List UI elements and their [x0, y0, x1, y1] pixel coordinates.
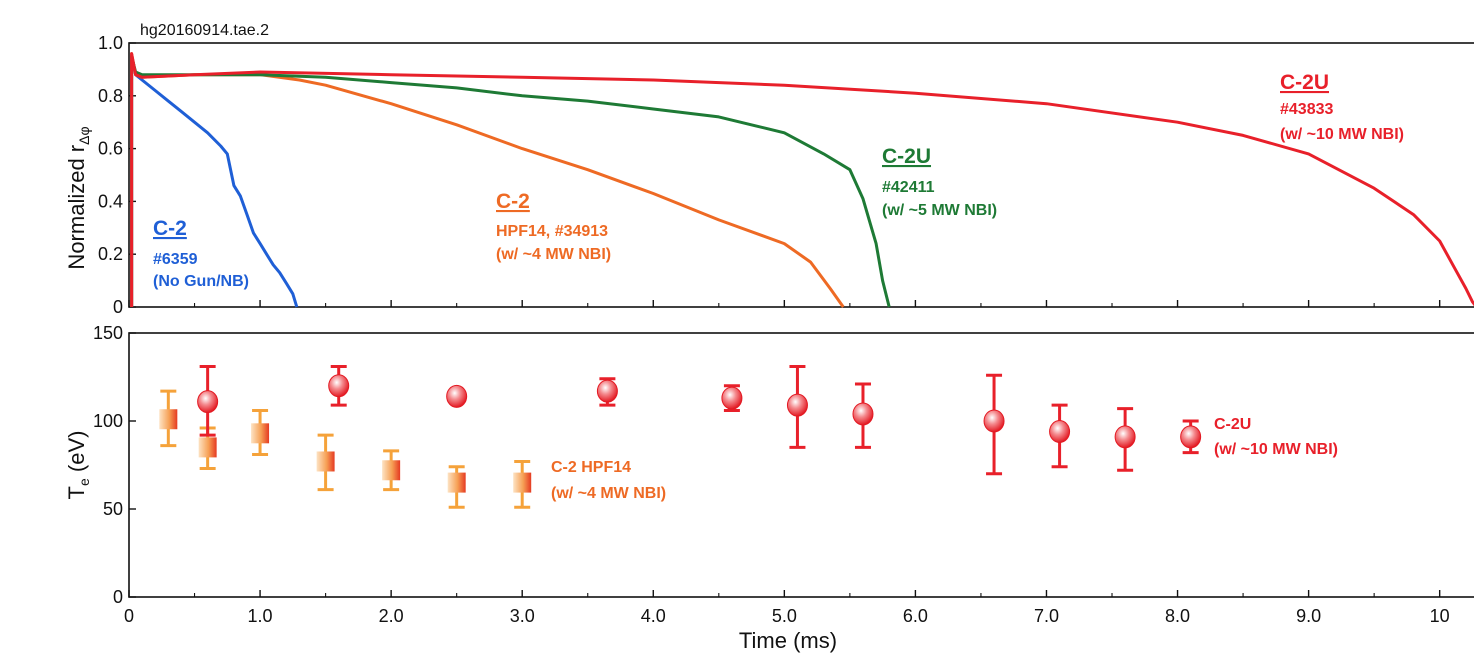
x-tick-label: 7.0	[1034, 606, 1059, 626]
annotation-title: C-2U	[1280, 71, 1329, 94]
annotation-c2u-10mw: C-2U (w/ ~10 MW NBI)	[1214, 416, 1338, 458]
annotation-line: (w/ ~10 MW NBI)	[1214, 441, 1338, 458]
bottom-panel: 150 100 50 0 Te (eV) C-2 HPF14 (w/ ~4 MW NB…	[64, 323, 1474, 607]
annotation-line: (w/ ~4 MW NBI)	[496, 246, 611, 263]
data-point-circle	[328, 374, 350, 398]
bottom-y-tick-label: 0	[113, 587, 123, 607]
bottom-y-tick-label: 100	[93, 411, 123, 431]
bottom-y-axis-label-sub: e	[76, 478, 92, 486]
top-plot-frame	[128, 42, 1474, 308]
bottom-y-ticks: 150 100 50 0	[93, 323, 136, 607]
annotation-line: C-2U	[1214, 416, 1251, 433]
x-tick-label: 9.0	[1296, 606, 1321, 626]
data-line-series	[130, 52, 1474, 308]
data-point-circle	[721, 386, 743, 410]
data-line-series	[130, 54, 299, 308]
x-tick-label: 4.0	[641, 606, 666, 626]
data-point-circle	[983, 409, 1005, 433]
x-tick-label: 10	[1430, 606, 1450, 626]
top-y-axis-label: Normalized rΔφ	[64, 126, 92, 269]
top-panel: 1.0 0.8 0.6 0.4 0.2 0 Normalized rΔφ C-2 #635…	[64, 33, 1474, 317]
data-point-square	[447, 472, 466, 493]
data-point-circle	[1180, 425, 1202, 449]
data-point-square	[316, 451, 335, 472]
x-tick-label: 8.0	[1165, 606, 1190, 626]
annotation-c2u-42411: C-2U #42411 (w/ ~5 MW NBI)	[882, 145, 997, 219]
top-y-tick-label: 0.6	[98, 139, 123, 159]
data-point-circle	[1049, 420, 1071, 444]
x-axis-label: Time (ms)	[739, 628, 837, 653]
data-point-square	[513, 472, 532, 493]
data-point-circle	[852, 402, 874, 426]
figure-tag: hg20160914.tae.2	[140, 22, 269, 39]
annotation-title: C-2	[496, 190, 530, 213]
annotation-c2-hpf14: C-2 HPF14 (w/ ~4 MW NBI)	[551, 459, 666, 502]
data-point-square	[382, 460, 401, 481]
bottom-y-axis-label-unit: (eV)	[64, 431, 89, 479]
top-y-axis-label-main: Normalized r	[64, 145, 89, 270]
annotation-c2-34913: C-2 HPF14, #34913 (w/ ~4 MW NBI)	[496, 190, 611, 263]
bottom-series-group	[159, 364, 1202, 509]
top-y-axis-label-sub: Δφ	[76, 126, 92, 144]
bottom-y-axis-label-main: T	[64, 486, 89, 499]
annotation-line: (w/ ~4 MW NBI)	[551, 485, 666, 502]
data-point-circle	[786, 393, 808, 417]
bottom-y-tick-label: 50	[103, 499, 123, 519]
bottom-plot-frame	[128, 332, 1474, 598]
top-series-group	[130, 52, 1474, 308]
annotation-c2u-43833: C-2U #43833 (w/ ~10 MW NBI)	[1280, 71, 1404, 143]
top-y-tick-label: 0.8	[98, 86, 123, 106]
annotation-line: (w/ ~10 MW NBI)	[1280, 126, 1404, 143]
x-axis-ticks: 0 1.0 2.0 3.0 4.0 5.0 6.0 7.0 8.0 9.0 10	[124, 300, 1450, 626]
top-y-tick-label: 0	[113, 297, 123, 317]
annotation-line: (No Gun/NB)	[153, 273, 249, 290]
x-tick-label: 6.0	[903, 606, 928, 626]
data-line-series	[130, 54, 891, 308]
x-tick-label: 5.0	[772, 606, 797, 626]
data-point-circle	[1114, 425, 1136, 449]
data-point-circle	[446, 384, 468, 408]
annotation-title: C-2U	[882, 145, 931, 168]
data-point-circle	[197, 390, 219, 414]
annotation-c2-6359: C-2 #6359 (No Gun/NB)	[153, 217, 249, 290]
data-point-square	[198, 437, 217, 458]
annotation-line: #42411	[882, 179, 935, 196]
top-y-tick-label: 0.4	[98, 191, 123, 211]
data-point-circle	[596, 379, 618, 403]
x-tick-label: 1.0	[248, 606, 273, 626]
bottom-y-axis-label: Te (eV)	[64, 431, 92, 500]
annotation-line: #6359	[153, 251, 198, 268]
top-y-tick-label: 0.2	[98, 244, 123, 264]
data-point-square	[159, 409, 178, 430]
x-tick-label: 0	[124, 606, 134, 626]
annotation-line: (w/ ~5 MW NBI)	[882, 202, 997, 219]
x-tick-label: 3.0	[510, 606, 535, 626]
x-tick-label: 2.0	[379, 606, 404, 626]
bottom-y-tick-label: 150	[93, 323, 123, 343]
annotation-line: #43833	[1280, 101, 1333, 118]
annotation-line: HPF14, #34913	[496, 223, 608, 240]
annotation-line: C-2 HPF14	[551, 459, 631, 476]
data-point-square	[251, 423, 270, 444]
annotation-title: C-2	[153, 217, 187, 240]
top-y-ticks: 1.0 0.8 0.6 0.4 0.2 0	[98, 33, 136, 317]
top-y-tick-label: 1.0	[98, 33, 123, 53]
